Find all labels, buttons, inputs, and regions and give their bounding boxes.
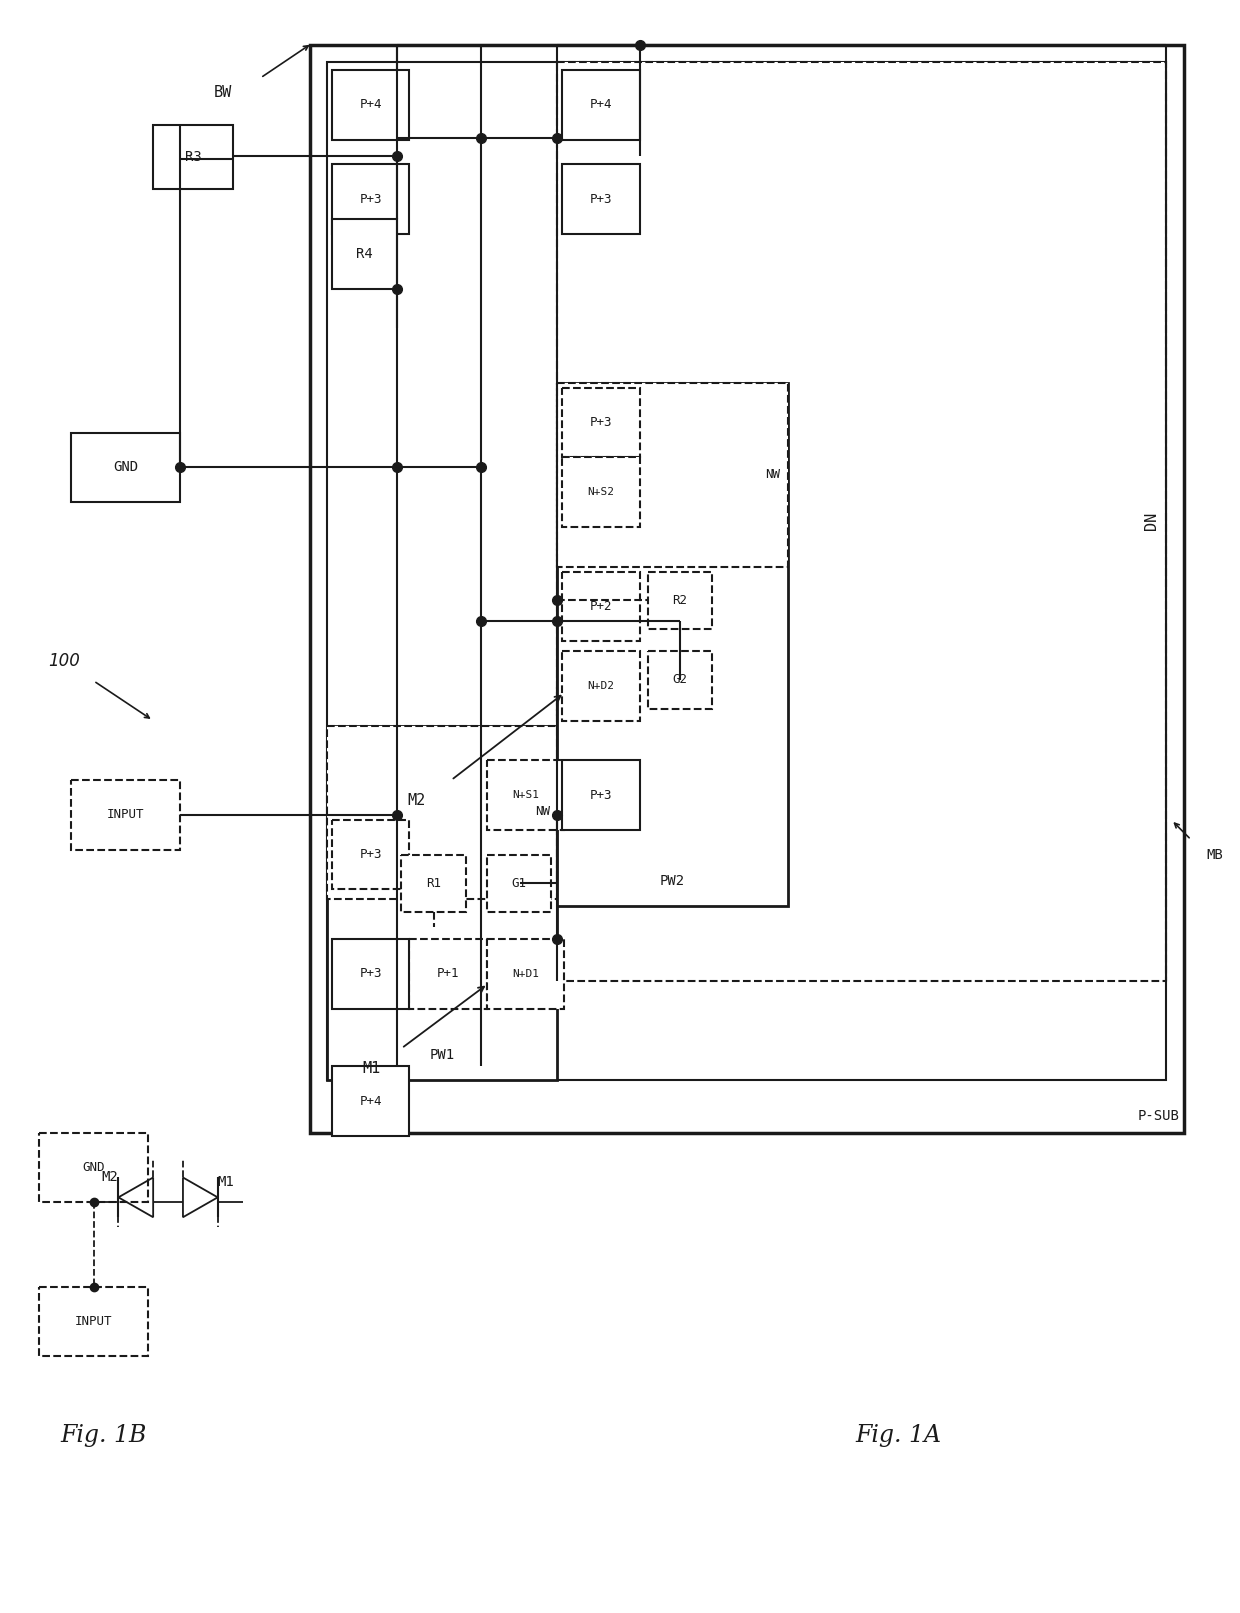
Bar xyxy=(487,760,564,829)
Bar xyxy=(332,939,409,1008)
Text: R2: R2 xyxy=(672,594,688,606)
Text: P+3: P+3 xyxy=(360,968,382,981)
Bar xyxy=(647,652,712,708)
Text: Fig. 1A: Fig. 1A xyxy=(856,1424,941,1447)
Text: P+2: P+2 xyxy=(590,600,613,613)
Bar xyxy=(563,458,640,527)
Bar xyxy=(647,571,712,629)
Bar xyxy=(310,45,1184,1132)
Bar xyxy=(154,124,233,189)
Text: R1: R1 xyxy=(427,877,441,890)
Bar xyxy=(563,760,640,829)
Bar xyxy=(558,382,787,566)
Bar xyxy=(487,855,552,913)
Text: DN: DN xyxy=(1145,511,1159,531)
Bar xyxy=(558,61,1167,981)
Text: GND: GND xyxy=(113,460,138,474)
Bar xyxy=(38,1132,149,1202)
Bar xyxy=(558,382,787,907)
Text: P+4: P+4 xyxy=(360,1095,382,1108)
Bar xyxy=(563,571,640,640)
Text: Fig. 1B: Fig. 1B xyxy=(61,1424,146,1447)
Text: PW2: PW2 xyxy=(660,874,686,889)
Text: P+3: P+3 xyxy=(360,848,382,861)
Text: P-SUB: P-SUB xyxy=(1137,1108,1179,1123)
Text: P+3: P+3 xyxy=(360,192,382,205)
Bar xyxy=(402,855,466,913)
Text: M1: M1 xyxy=(362,1061,381,1076)
Text: P+3: P+3 xyxy=(590,789,613,802)
Text: NW: NW xyxy=(534,805,551,818)
Text: M2: M2 xyxy=(102,1171,118,1184)
Bar xyxy=(327,61,1167,1081)
Bar xyxy=(332,165,409,234)
Text: N+S2: N+S2 xyxy=(588,487,615,497)
Text: P+1: P+1 xyxy=(436,968,459,981)
Text: R3: R3 xyxy=(185,150,201,165)
Text: R4: R4 xyxy=(356,247,372,261)
Bar xyxy=(327,726,558,900)
Bar xyxy=(487,939,564,1008)
Text: N+S1: N+S1 xyxy=(512,790,539,800)
Bar xyxy=(327,726,558,1081)
Bar xyxy=(332,219,397,289)
Bar xyxy=(563,652,640,721)
Text: N+D1: N+D1 xyxy=(512,969,539,979)
Text: INPUT: INPUT xyxy=(107,808,144,821)
Bar xyxy=(332,1066,409,1136)
Text: P+3: P+3 xyxy=(590,192,613,205)
Text: INPUT: INPUT xyxy=(74,1315,113,1327)
Text: 100: 100 xyxy=(48,652,79,669)
Text: PW1: PW1 xyxy=(429,1048,455,1063)
Bar xyxy=(563,69,640,139)
Text: MB: MB xyxy=(1207,848,1223,861)
Bar xyxy=(409,939,487,1008)
Text: N+D2: N+D2 xyxy=(588,681,615,690)
Text: NW: NW xyxy=(765,468,780,481)
Bar xyxy=(71,432,180,502)
Bar xyxy=(71,781,180,850)
Text: G2: G2 xyxy=(672,673,688,687)
Text: P+4: P+4 xyxy=(360,98,382,111)
Text: M2: M2 xyxy=(407,792,425,808)
Bar xyxy=(332,819,409,889)
Text: GND: GND xyxy=(82,1161,105,1174)
Bar xyxy=(332,69,409,139)
Text: P+4: P+4 xyxy=(590,98,613,111)
Text: BW: BW xyxy=(213,85,232,100)
Text: M1: M1 xyxy=(218,1176,234,1189)
Bar xyxy=(38,1287,149,1357)
Bar xyxy=(563,165,640,234)
Text: P+3: P+3 xyxy=(590,416,613,429)
Text: G1: G1 xyxy=(512,877,527,890)
Bar xyxy=(563,387,640,458)
